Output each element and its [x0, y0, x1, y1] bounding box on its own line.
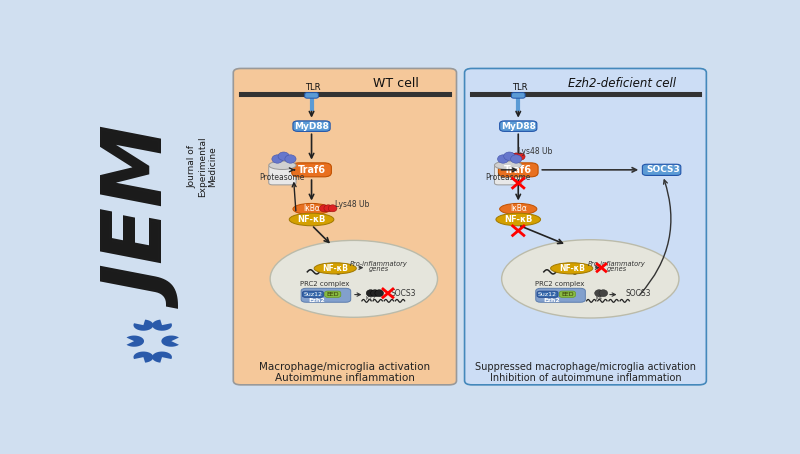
Wedge shape: [152, 351, 172, 363]
Text: Ezh2: Ezh2: [309, 298, 326, 303]
Ellipse shape: [290, 213, 334, 226]
Text: Autoimmune inflammation: Autoimmune inflammation: [275, 373, 415, 383]
Text: NF-κB: NF-κB: [558, 264, 585, 273]
FancyBboxPatch shape: [511, 93, 525, 98]
FancyBboxPatch shape: [642, 164, 681, 175]
Wedge shape: [126, 336, 144, 347]
FancyBboxPatch shape: [498, 163, 538, 177]
Text: MyD88: MyD88: [501, 122, 536, 131]
Ellipse shape: [285, 155, 296, 163]
Text: WT cell: WT cell: [374, 77, 419, 89]
Text: EED: EED: [561, 292, 574, 297]
Ellipse shape: [496, 213, 541, 226]
Text: JEM: JEM: [112, 137, 194, 308]
Text: SOCS3: SOCS3: [626, 289, 650, 298]
Text: Pro-inflammatory: Pro-inflammatory: [588, 261, 646, 267]
Text: genes: genes: [369, 266, 389, 272]
Ellipse shape: [324, 205, 333, 212]
Ellipse shape: [550, 263, 593, 274]
Text: Ezh2-deficient cell: Ezh2-deficient cell: [568, 77, 676, 89]
FancyBboxPatch shape: [301, 288, 350, 302]
Ellipse shape: [370, 290, 379, 296]
FancyBboxPatch shape: [325, 291, 341, 297]
Text: Lys48 Ub: Lys48 Ub: [518, 147, 553, 156]
Ellipse shape: [269, 161, 296, 169]
Text: K4: K4: [595, 296, 602, 301]
Ellipse shape: [270, 241, 438, 317]
Text: TLR: TLR: [512, 83, 527, 92]
Ellipse shape: [594, 290, 603, 296]
Text: Suz12: Suz12: [303, 292, 322, 297]
Wedge shape: [162, 336, 179, 347]
FancyBboxPatch shape: [559, 291, 575, 297]
Text: MyD88: MyD88: [294, 122, 329, 131]
Text: PRC2 complex: PRC2 complex: [300, 281, 350, 287]
Text: Journal of
Experimental
Medicine: Journal of Experimental Medicine: [187, 136, 218, 197]
Ellipse shape: [320, 205, 328, 212]
Text: Macrophage/microglia activation: Macrophage/microglia activation: [259, 362, 430, 372]
FancyBboxPatch shape: [465, 69, 706, 385]
Ellipse shape: [516, 153, 525, 160]
Ellipse shape: [278, 152, 290, 160]
Text: Pro-inflammatory: Pro-inflammatory: [350, 261, 407, 267]
Text: NF-κB: NF-κB: [504, 215, 533, 224]
Text: EED: EED: [326, 292, 339, 297]
Text: NF-κB: NF-κB: [298, 215, 326, 224]
Text: Suz12: Suz12: [538, 292, 557, 297]
Ellipse shape: [504, 152, 515, 160]
Wedge shape: [134, 351, 154, 363]
FancyBboxPatch shape: [305, 93, 318, 98]
Text: Traf6: Traf6: [504, 165, 532, 175]
Text: K27: K27: [366, 296, 377, 301]
Wedge shape: [134, 320, 154, 331]
Text: TLR: TLR: [305, 83, 321, 92]
FancyBboxPatch shape: [500, 121, 537, 131]
Ellipse shape: [314, 263, 356, 274]
FancyBboxPatch shape: [293, 121, 330, 131]
FancyBboxPatch shape: [302, 291, 323, 297]
Wedge shape: [152, 320, 172, 331]
Ellipse shape: [328, 205, 337, 212]
Text: IκBα: IκBα: [510, 204, 526, 213]
FancyBboxPatch shape: [269, 165, 296, 185]
Text: PRC2 complex: PRC2 complex: [534, 281, 584, 287]
FancyBboxPatch shape: [234, 69, 457, 385]
FancyBboxPatch shape: [536, 288, 586, 302]
Text: SOCS3: SOCS3: [646, 165, 680, 174]
Text: Traf6: Traf6: [298, 165, 326, 175]
FancyBboxPatch shape: [494, 165, 522, 185]
Ellipse shape: [494, 161, 522, 169]
Text: Proteasome: Proteasome: [260, 173, 305, 183]
Ellipse shape: [512, 153, 521, 160]
Ellipse shape: [510, 155, 522, 163]
Text: Inhibition of autoimmune inflammation: Inhibition of autoimmune inflammation: [490, 373, 682, 383]
FancyBboxPatch shape: [537, 291, 558, 297]
Text: SOCS3: SOCS3: [390, 289, 416, 298]
FancyBboxPatch shape: [292, 163, 331, 177]
Ellipse shape: [293, 203, 330, 215]
Text: IκBα: IκBα: [303, 204, 320, 213]
Ellipse shape: [366, 290, 375, 296]
Text: Ezh2: Ezh2: [543, 298, 560, 303]
Text: Proteasome: Proteasome: [486, 173, 530, 183]
Ellipse shape: [272, 155, 283, 163]
Text: Suppressed macrophage/microglia activation: Suppressed macrophage/microglia activati…: [475, 362, 696, 372]
Ellipse shape: [599, 290, 608, 296]
Text: Lys48 Ub: Lys48 Ub: [334, 200, 369, 208]
Ellipse shape: [498, 155, 509, 163]
Ellipse shape: [375, 290, 383, 296]
Ellipse shape: [508, 153, 516, 160]
Text: genes: genes: [607, 266, 627, 272]
Text: NF-κB: NF-κB: [322, 264, 348, 273]
Ellipse shape: [500, 203, 537, 215]
Ellipse shape: [502, 240, 679, 318]
